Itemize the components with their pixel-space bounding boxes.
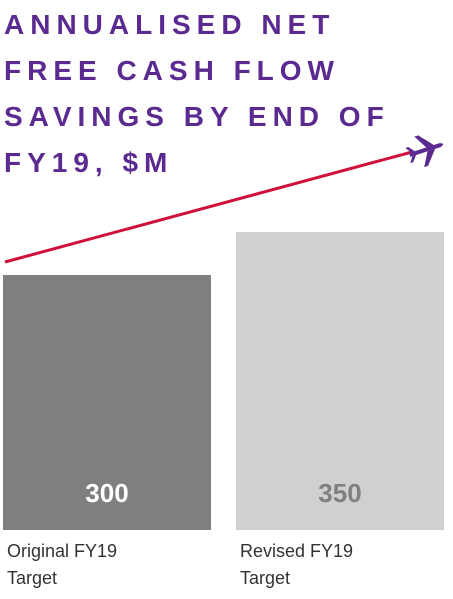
chart-title: ANNUALISED NET FREE CASH FLOW SAVINGS BY…: [4, 9, 390, 178]
value-label: 300: [85, 478, 129, 508]
value-label: 350: [318, 478, 362, 508]
category-label: Original FY19 Target: [7, 541, 118, 588]
bar: [236, 232, 444, 530]
category-label: Revised FY19 Target: [240, 541, 354, 588]
bar: [3, 274, 211, 530]
trend-arrow-line: [4, 150, 413, 264]
plane-icon: [405, 135, 444, 168]
